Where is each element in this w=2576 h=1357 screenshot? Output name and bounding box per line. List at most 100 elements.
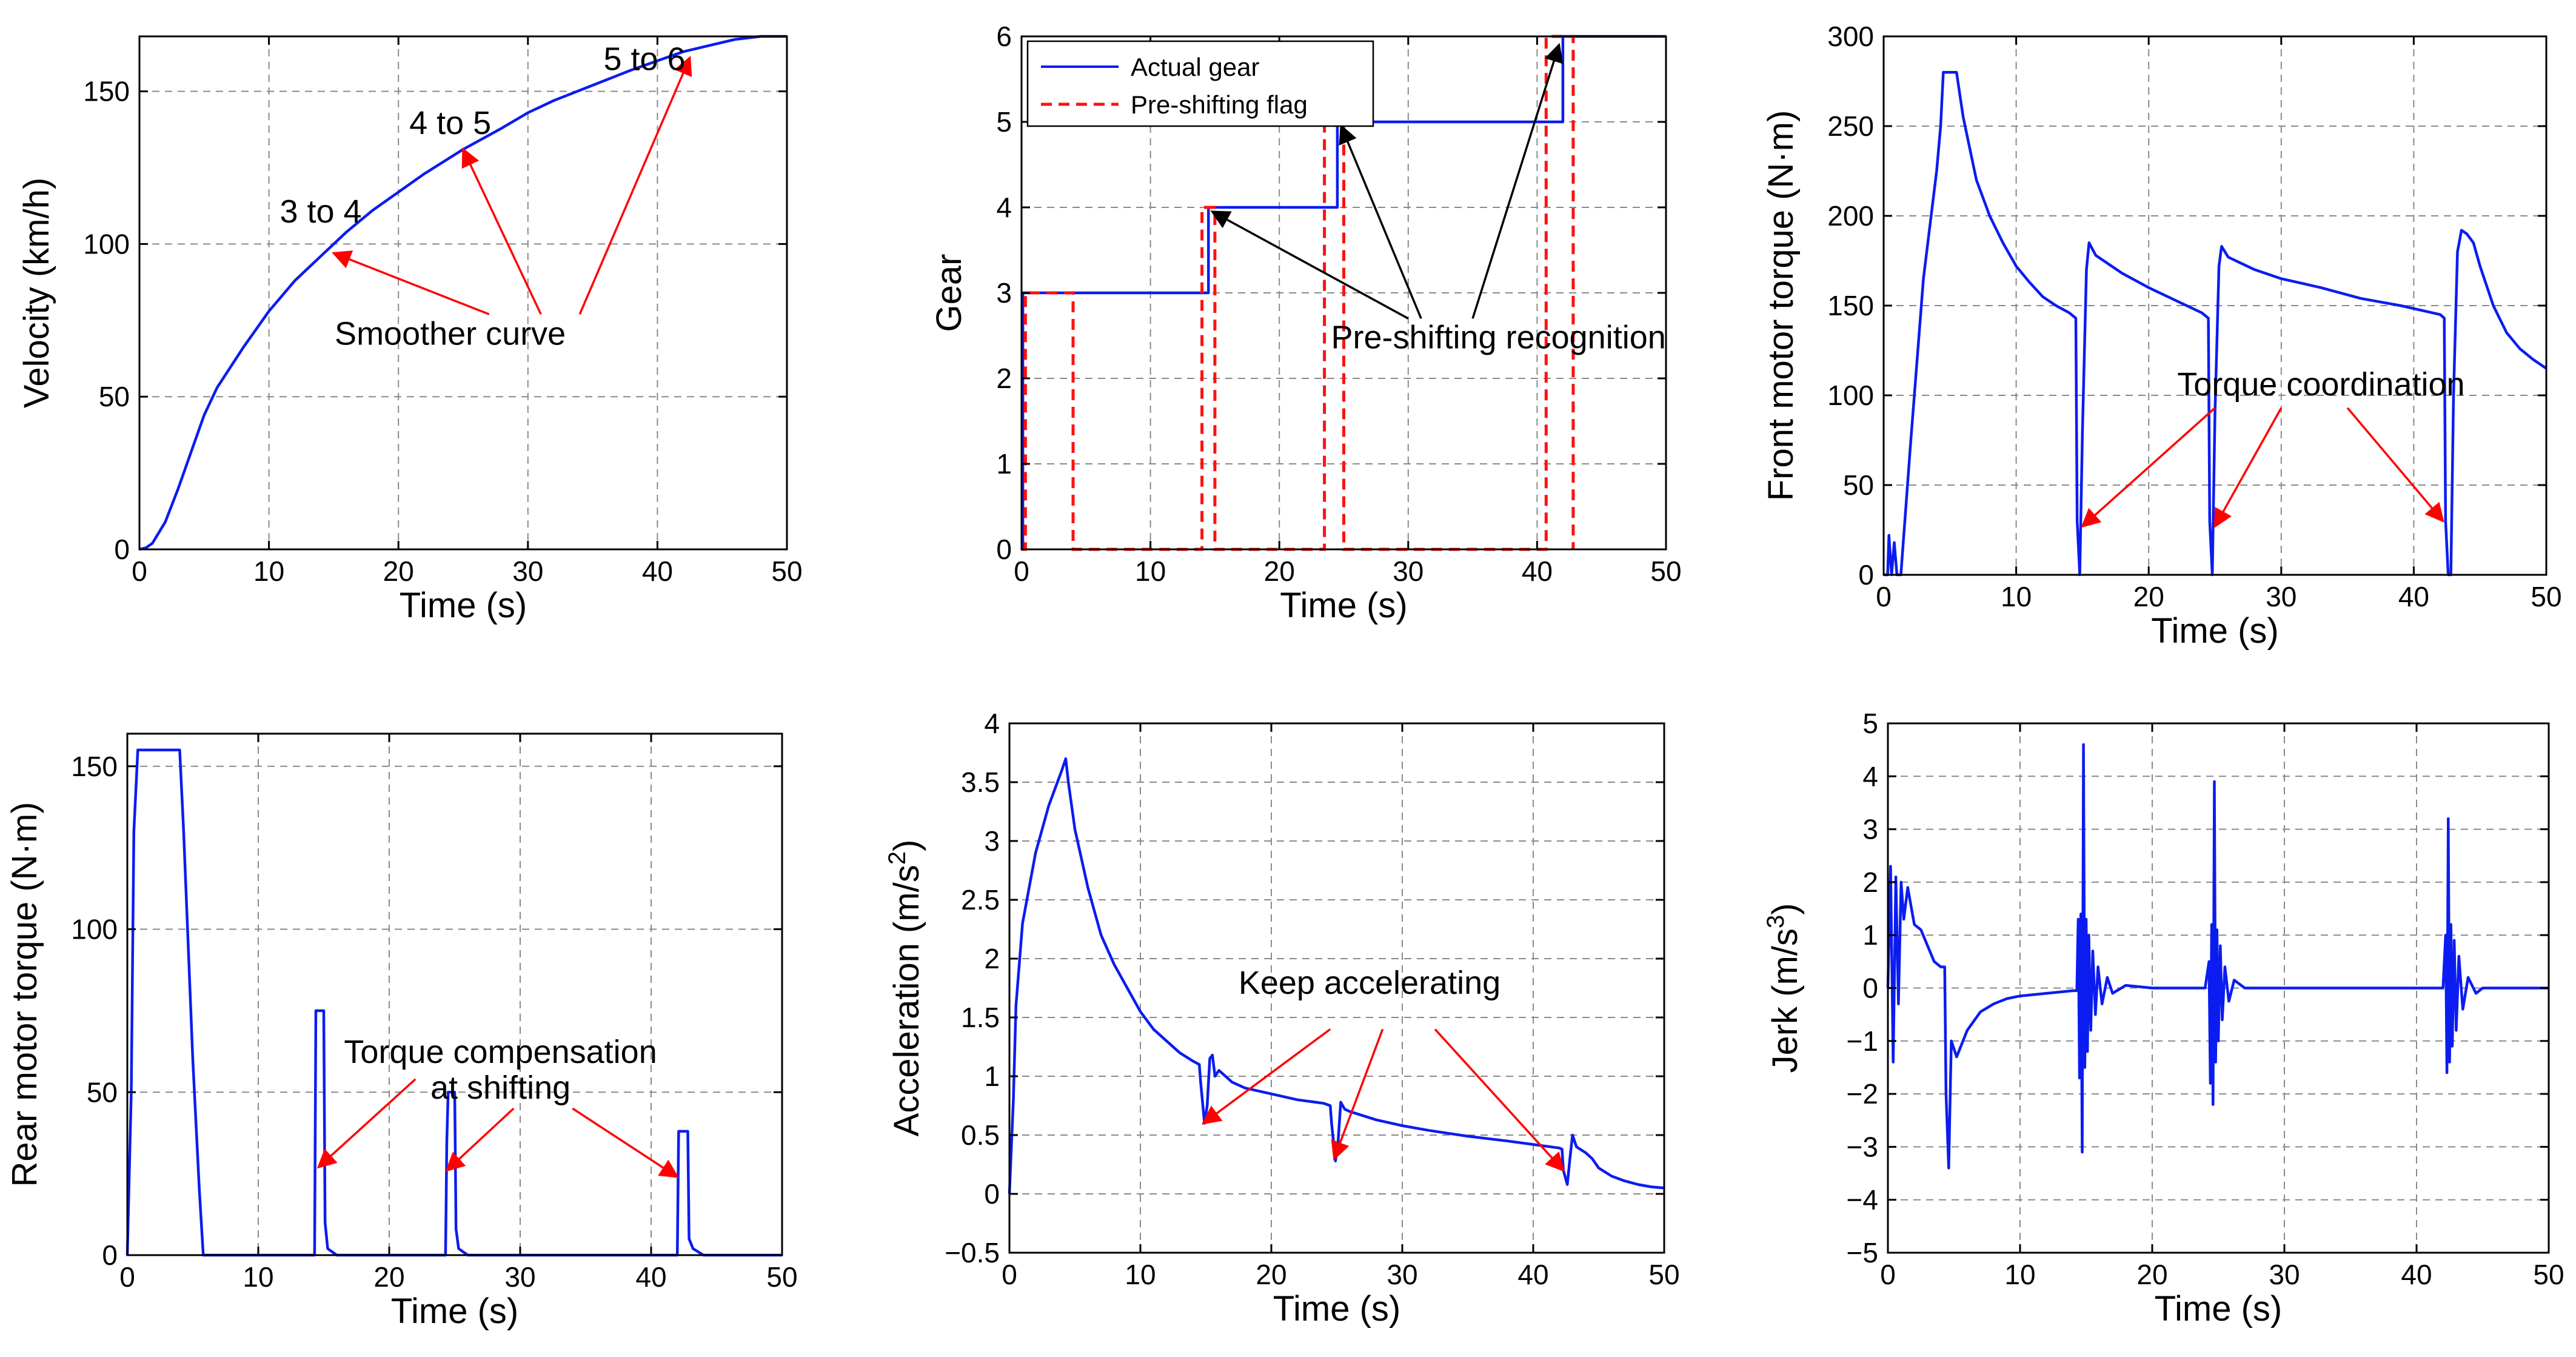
annotation-text: at shifting [430,1070,570,1106]
y-tick-label: −0.5 [945,1237,1000,1268]
y-tick-label: 200 [1827,200,1874,232]
y-tick-label: 150 [83,76,130,107]
x-tick-label: 0 [119,1261,135,1293]
annotation-text: Torque compensation [344,1034,657,1070]
annotation-arrow [2081,407,2216,528]
y-tick-label: 2 [996,363,1012,394]
annotation-arrow [1210,210,1409,320]
chart-velocity: 0 10 20 30 40 50 0 50 100 150 Time (s) Velocity (km… [17,35,803,625]
x-tick-label: 40 [2398,581,2429,612]
y-tick-label: 100 [83,228,130,260]
y-tick-label: 0 [1862,973,1878,1004]
y-tick-label: 2 [1862,866,1878,898]
y-axis-label: Velocity (km/h) [17,178,56,408]
annotation-arrow [578,56,692,315]
y-tick-label: 4 [1862,760,1878,792]
y-axis-label-superscript: 2 [884,851,911,865]
annotation-arrow [1434,1028,1565,1172]
y-tick-label: 5 [1862,708,1878,739]
x-tick-label: 40 [635,1261,666,1293]
x-tick-label: 10 [2001,581,2032,612]
y-tick-label: −5 [1847,1237,1878,1268]
x-tick-label: 50 [1650,555,1681,587]
annotation-text: Smoother curve [335,316,566,352]
x-tick-label: 40 [642,555,673,587]
y-tick-label: 0 [996,534,1012,565]
y-tick-label: 50 [1843,469,1874,501]
annotation-text: Keep accelerating [1239,965,1500,1001]
x-tick-label: 0 [1880,1259,1896,1290]
y-tick-label: 150 [71,751,118,782]
annotation-arrow [2346,407,2444,523]
x-tick-label: 50 [2533,1259,2564,1290]
chart-gear: 0 10 20 30 40 50 0 1 2 3 4 5 6 Time (s) Gear Pre-shifti… [929,21,1682,625]
x-tick-label: 30 [1387,1259,1417,1290]
x-tick-label: 0 [1014,555,1029,587]
annotation-arrow [1331,1028,1384,1161]
series-line-acceleration-0 [1008,757,1665,1194]
annotation-arrow [1201,1028,1331,1125]
x-tick-label: 30 [1393,555,1423,587]
x-tick-label: 30 [2266,581,2297,612]
legend-entry: Actual gear [1131,53,1259,81]
y-axis-label-main: Acceleration (m/s [887,865,926,1136]
x-tick-label: 40 [1517,1259,1548,1290]
annotation-arrow [2213,407,2283,529]
x-tick-label: 30 [504,1261,535,1293]
y-tick-label: 2 [984,943,1000,974]
y-axis-label: Rear motor torque (N·m) [5,802,44,1187]
series-line-rear-torque-0 [125,748,782,1257]
y-axis-label: Acceleration (m/s2) [884,840,926,1137]
y-tick-label: −3 [1847,1131,1878,1162]
y-axis-label: Jerk (m/s3) [1762,903,1805,1073]
y-axis-label-close: ) [887,840,926,851]
y-tick-label: 1 [996,448,1012,480]
x-tick-label: 30 [512,555,543,587]
x-tick-label: 0 [1876,581,1892,612]
x-tick-label: 10 [2004,1259,2035,1290]
y-axis-label-superscript: 3 [1762,915,1789,928]
series-line-jerk-0 [1886,743,2549,1170]
y-tick-label: 4 [996,192,1012,223]
legend: Actual gear Pre-shifting flag [1026,40,1374,127]
annotation-arrow [1339,124,1422,319]
annotation-text: Torque coordination [2177,366,2464,403]
y-tick-label: 3 [1862,814,1878,845]
annotation-arrow [1471,42,1564,319]
x-axis-label: Time (s) [400,586,527,625]
y-tick-label: −4 [1847,1184,1878,1216]
y-tick-label: 50 [87,1076,118,1108]
chart-rear-torque: 0 10 20 30 40 50 0 50 100 150 Time (s) Rear motor t… [5,732,798,1331]
annotation-text: 3 to 4 [279,193,361,230]
y-tick-label: 100 [71,914,118,945]
y-tick-label: 6 [996,21,1012,52]
y-tick-label: 100 [1827,380,1874,411]
y-tick-label: 0 [102,1239,118,1271]
y-tick-label: 3 [984,825,1000,857]
x-tick-label: 50 [1648,1259,1679,1290]
x-tick-label: 50 [771,555,802,587]
y-tick-label: 0.5 [961,1119,1000,1151]
annotation-text: Pre-shifting recognition [1331,320,1665,356]
x-tick-label: 40 [1522,555,1553,587]
legend-box [1026,40,1374,127]
y-tick-label: −2 [1847,1078,1878,1110]
y-axis-label: Front motor torque (N·m) [1761,110,1801,501]
annotation-arrow [572,1107,680,1178]
x-tick-label: 20 [2133,581,2164,612]
y-tick-label: 1 [1862,919,1878,951]
annotation-arrow [332,250,490,315]
y-tick-label: 3 [996,277,1012,309]
y-tick-label: 4 [984,708,1000,739]
y-tick-label: 0 [114,534,130,565]
x-tick-label: 50 [766,1261,797,1293]
x-tick-label: 20 [1264,555,1295,587]
x-tick-label: 20 [383,555,414,587]
x-tick-label: 20 [2136,1259,2167,1290]
x-axis-label: Time (s) [1280,586,1407,625]
y-tick-label: 1.5 [961,1002,1000,1033]
y-tick-label: 250 [1827,110,1874,142]
x-axis-label: Time (s) [2155,1289,2282,1329]
plot-frame [138,35,788,551]
